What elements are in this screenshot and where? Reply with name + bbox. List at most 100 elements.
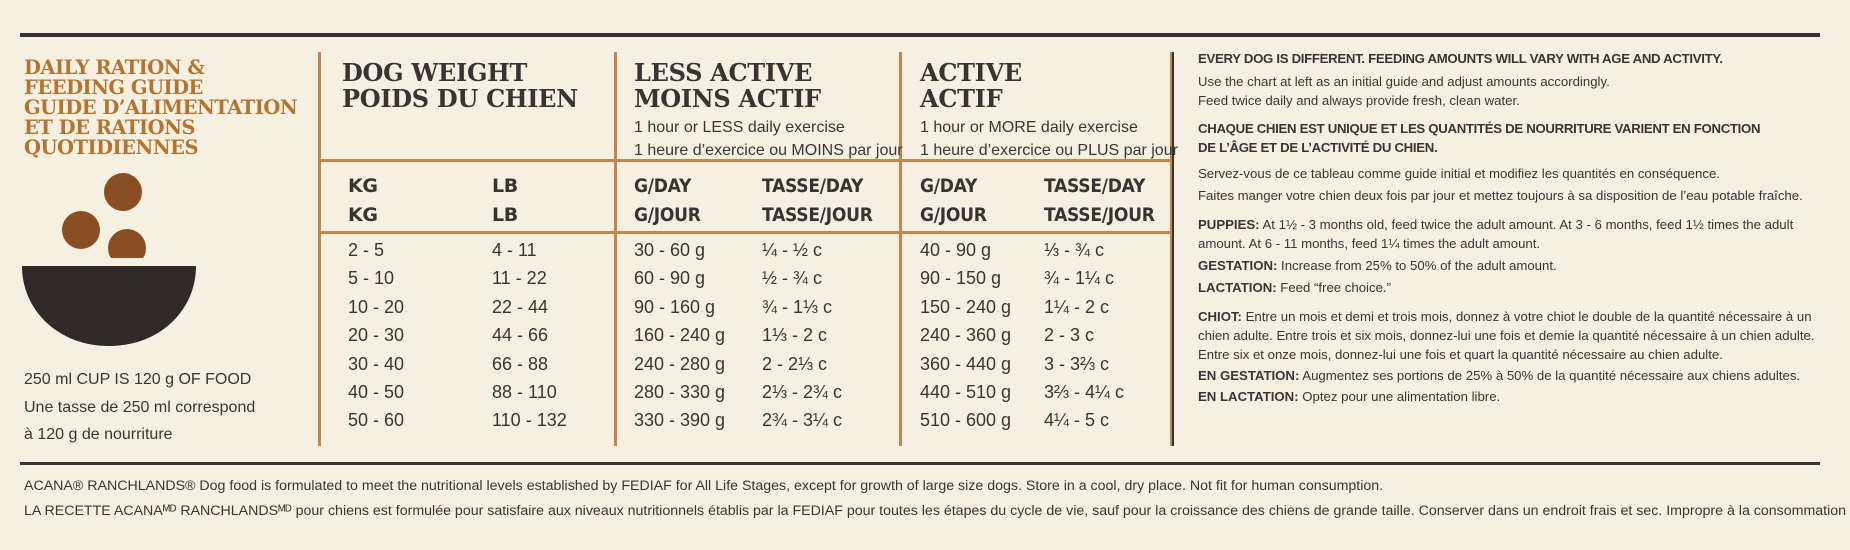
unit-lb: LB LB bbox=[492, 172, 518, 230]
unit-active-grams-en: G/DAY bbox=[920, 175, 978, 197]
active-sub-fr: 1 heure d’exercice ou PLUS par jour bbox=[920, 142, 1178, 159]
less-active-title-en: LESS ACTIVE bbox=[634, 58, 813, 87]
cell-lb: 66 - 88 bbox=[492, 353, 549, 374]
chiot-text: Entre six et onze mois, donnez-lui une f… bbox=[1198, 347, 1723, 362]
notes-fr-heading: DE L’ÂGE ET DE L’ACTIVITÉ DU CHIEN. bbox=[1198, 140, 1438, 155]
cell-active-cups: 1¼ - 2 c bbox=[1044, 296, 1110, 317]
active-sub-en: 1 hour or MORE daily exercise bbox=[920, 119, 1138, 136]
guide-title-line: FEEDING GUIDE bbox=[24, 76, 203, 99]
guide-title-line: GUIDE D’ALIMENTATION bbox=[24, 96, 298, 119]
guide-title-line: QUOTIDIENNES bbox=[24, 136, 199, 159]
column-divider bbox=[318, 52, 321, 446]
cell-active-grams: 150 - 240 g bbox=[920, 296, 1012, 317]
puppies-text: amount. At 6 - 11 months, feed 1¼ times … bbox=[1198, 236, 1541, 251]
en-gestation-label: EN GESTATION: bbox=[1198, 368, 1300, 383]
cup-note-line: 250 ml CUP IS 120 g OF FOOD bbox=[24, 371, 252, 388]
unit-lb-en: LB bbox=[492, 175, 518, 197]
unit-kg-en: KG bbox=[348, 175, 378, 197]
cell-kg: 5 - 10 bbox=[348, 268, 395, 289]
en-gestation-note: EN GESTATION: Augmentez ses portions de … bbox=[1198, 366, 1818, 385]
gestation-label: GESTATION: bbox=[1198, 258, 1278, 273]
cell-less-cups: 2⅓ - 2¾ c bbox=[762, 382, 843, 402]
cell-kg: 2 - 5 bbox=[348, 240, 385, 260]
unit-active-cups-fr: TASSE/JOUR bbox=[1044, 204, 1155, 226]
cup-note-line: Une tasse de 250 ml correspond bbox=[24, 398, 256, 416]
puppies-label: PUPPIES: bbox=[1198, 217, 1260, 232]
column-divider bbox=[899, 52, 902, 446]
cell-less-cups: ¾ - 1⅓ c bbox=[762, 296, 833, 317]
lactation-text: Feed “free choice.” bbox=[1276, 280, 1391, 295]
notes-en-text: Feed twice daily and always provide fres… bbox=[1198, 93, 1520, 108]
cell-less-grams: 280 - 330 g bbox=[634, 382, 726, 402]
notes-en-text: Use the chart at left as an initial guid… bbox=[1198, 74, 1610, 89]
cell-kg: 30 - 40 bbox=[348, 353, 405, 374]
active-title: ACTIVE ACTIF bbox=[920, 60, 1022, 112]
unit-kg-fr: KG bbox=[348, 204, 378, 226]
chiot-note: CHIOT: Entre un mois et demi et trois mo… bbox=[1198, 307, 1818, 326]
notes-fr-text: Servez-vous de ce tableau comme guide in… bbox=[1198, 166, 1720, 181]
cell-active-cups: 3 - 3⅔ c bbox=[1044, 353, 1110, 374]
active-subtitle: 1 hour or MORE daily exercise 1 heure d’… bbox=[920, 116, 1178, 162]
cell-active-cups: ¾ - 1¼ c bbox=[1044, 268, 1115, 289]
cell-active-grams: 240 - 360 g bbox=[920, 325, 1012, 346]
unit-kg: KG KG bbox=[348, 172, 378, 230]
cell-lb: 22 - 44 bbox=[492, 296, 549, 317]
unit-less-grams-fr: G/JOUR bbox=[634, 204, 701, 226]
cell-lb: 110 - 132 bbox=[492, 410, 567, 431]
top-rule bbox=[20, 33, 1820, 37]
weight-title-en: DOG WEIGHT bbox=[342, 58, 528, 87]
cell-less-grams: 90 - 160 g bbox=[634, 296, 716, 317]
cup-note-line: à 120 g de nourriture bbox=[24, 426, 173, 443]
cell-active-grams: 40 - 90 g bbox=[920, 240, 992, 260]
header-underline bbox=[318, 159, 1173, 162]
en-gestation-text: Augmentez ses portions de 25% à 50% de l… bbox=[1299, 368, 1801, 383]
en-lactation-text: Optez pour une alimentation libre. bbox=[1298, 389, 1501, 404]
lactation-label: LACTATION: bbox=[1198, 280, 1277, 295]
unit-less-grams: G/DAY G/JOUR bbox=[634, 172, 701, 230]
cell-active-cups: ⅓ - ¾ c bbox=[1044, 240, 1105, 260]
cell-lb: 11 - 22 bbox=[492, 268, 547, 289]
gestation-text: Increase from 25% to 50% of the adult am… bbox=[1277, 258, 1557, 273]
unit-lb-fr: LB bbox=[492, 204, 518, 226]
unit-less-grams-en: G/DAY bbox=[634, 175, 692, 197]
less-active-title: LESS ACTIVE MOINS ACTIF bbox=[634, 60, 821, 112]
cell-less-cups: ¼ - ½ c bbox=[762, 240, 823, 260]
cell-less-cups: 2¾ - 3¼ c bbox=[762, 410, 843, 431]
less-active-subtitle: 1 hour or LESS daily exercise 1 heure d’… bbox=[634, 116, 903, 162]
footer-line-en: ACANA® RANCHLANDS® Dog food is formulate… bbox=[24, 478, 1384, 494]
cell-active-grams: 510 - 600 g bbox=[920, 410, 1012, 431]
cell-lb: 4 - 11 bbox=[492, 240, 537, 260]
notes-divider bbox=[1172, 52, 1174, 446]
lactation-note: LACTATION: Feed “free choice.” bbox=[1198, 278, 1818, 297]
unit-active-cups-en: TASSE/DAY bbox=[1044, 175, 1146, 197]
chiot-text: chien adulte. Entre trois et six mois, d… bbox=[1198, 328, 1815, 343]
cell-kg: 20 - 30 bbox=[348, 325, 405, 346]
notes-en-heading: EVERY DOG IS DIFFERENT. FEEDING AMOUNTS … bbox=[1198, 51, 1723, 66]
unit-less-cups-en: TASSE/DAY bbox=[762, 175, 864, 197]
active-title-en: ACTIVE bbox=[920, 58, 1022, 87]
cell-less-cups: 2 - 2⅓ c bbox=[762, 353, 828, 374]
puppies-text: At 1½ - 3 months old, feed twice the adu… bbox=[1259, 217, 1794, 232]
gestation-note: GESTATION: Increase from 25% to 50% of t… bbox=[1198, 256, 1818, 275]
en-lactation-label: EN LACTATION: bbox=[1198, 389, 1299, 404]
cell-less-grams: 240 - 280 g bbox=[634, 353, 726, 374]
cell-active-cups: 2 - 3 c bbox=[1044, 325, 1095, 346]
active-title-fr: ACTIF bbox=[920, 84, 1003, 113]
less-active-sub-fr: 1 heure d’exercice ou MOINS par jour bbox=[634, 142, 903, 159]
guide-title-line: DAILY RATION & bbox=[24, 56, 205, 79]
notes-fr-text: Faites manger votre chien deux fois par … bbox=[1198, 188, 1803, 203]
unit-active-grams-fr: G/JOUR bbox=[920, 204, 987, 226]
notes-fr-heading: CHAQUE CHIEN EST UNIQUE ET LES QUANTITÉS… bbox=[1198, 121, 1761, 136]
weight-title-fr: POIDS DU CHIEN bbox=[342, 84, 578, 113]
less-active-title-fr: MOINS ACTIF bbox=[634, 84, 821, 113]
unit-active-grams: G/DAY G/JOUR bbox=[920, 172, 987, 230]
food-bowl-icon bbox=[20, 173, 200, 346]
cell-kg: 50 - 60 bbox=[348, 410, 405, 431]
cup-note: 250 ml CUP IS 120 g OF FOOD Une tasse de… bbox=[24, 366, 255, 449]
guide-title-line: ET DE RATIONS bbox=[24, 116, 196, 139]
puppies-note: PUPPIES: At 1½ - 3 months old, feed twic… bbox=[1198, 215, 1818, 234]
cell-active-cups: 3⅔ - 4¼ c bbox=[1044, 382, 1125, 402]
en-lactation-note: EN LACTATION: Optez pour une alimentatio… bbox=[1198, 387, 1818, 406]
bottom-rule bbox=[20, 462, 1820, 465]
cell-active-grams: 90 - 150 g bbox=[920, 268, 1002, 289]
